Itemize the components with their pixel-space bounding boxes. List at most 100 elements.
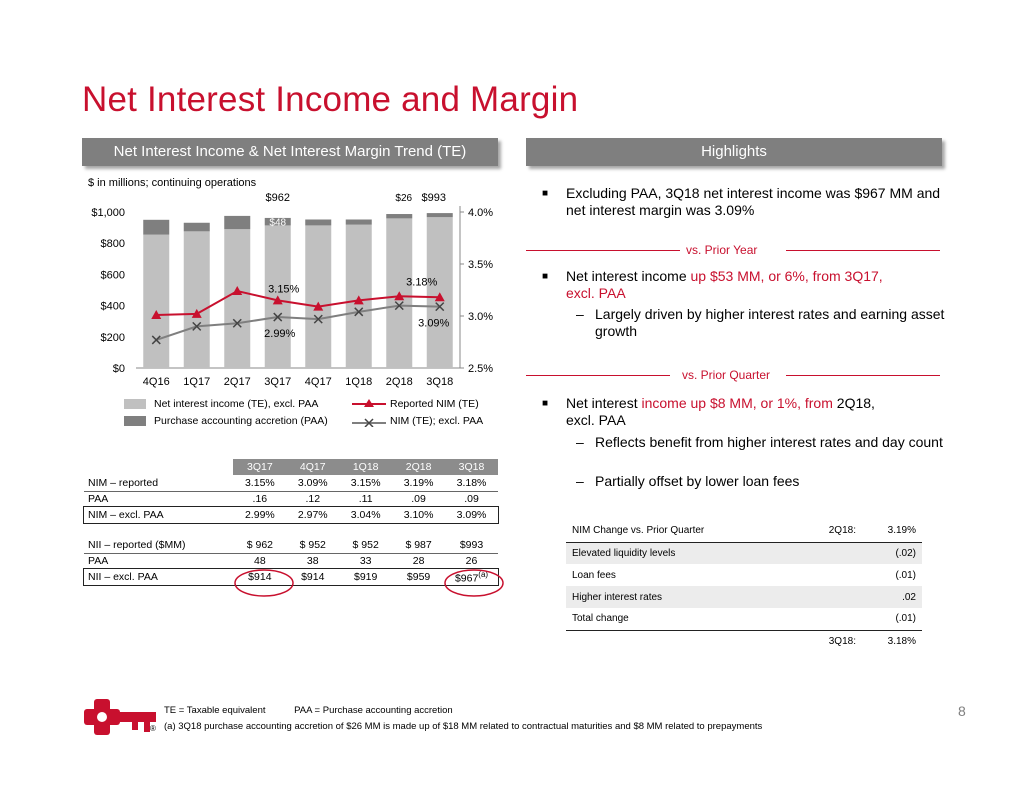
nim-change-label: Higher interest rates [566, 586, 792, 608]
data-label-993: $993 [422, 192, 446, 204]
highlight-text: Net interest income up $8 MM, or 1%, fro… [566, 395, 942, 429]
table-header-blank [84, 459, 234, 475]
legend-nii: Net interest income (TE), excl. PAA [124, 398, 318, 410]
nim-change-start-label: 2Q18: [792, 520, 862, 543]
table-cell: .11 [358, 493, 373, 506]
divider-right [786, 375, 940, 376]
table-cell: .09 [411, 493, 426, 506]
bar-paa [264, 217, 291, 226]
data-label-962: $962 [266, 192, 290, 204]
nim-change-row: Loan fees (.01) [566, 564, 922, 586]
bar-paa [183, 222, 210, 232]
marker-nim-excl-paa [435, 302, 445, 312]
key-logo-icon [84, 699, 156, 735]
table-cell: $959 [406, 571, 431, 583]
data-label-26: $26 [395, 193, 412, 204]
table-col-header: 3Q18 [445, 459, 498, 475]
table-header-row: 3Q17 4Q17 1Q18 2Q18 3Q18 [84, 459, 498, 475]
highlight-sub-3: – Partially offset by lower loan fees [576, 473, 946, 490]
highlight-sub-1: – Largely driven by higher interest rate… [576, 306, 946, 340]
table-row-label: NIM – excl. PAA [88, 509, 164, 521]
bullet-mark: ■ [542, 271, 549, 282]
left-axis-tick: $600 [101, 269, 125, 281]
table-cell: 38 [306, 555, 319, 568]
x-axis-tick: 4Q16 [143, 376, 170, 388]
table-row: PAA 48 38 33 28 26 [84, 553, 498, 569]
highlight-sub-text: Reflects benefit from higher interest ra… [595, 434, 943, 450]
nim-change-header: NIM Change vs. Prior Quarter [566, 520, 792, 543]
table-cell: .09 [464, 493, 479, 506]
x-axis-tick: 1Q18 [345, 376, 372, 388]
table-cell: 26 [465, 555, 478, 568]
highlight-text-red: excl. PAA [566, 285, 626, 301]
table-col-header: 1Q18 [339, 459, 393, 475]
bar-paa [224, 215, 251, 230]
x-axis-tick: 4Q17 [305, 376, 332, 388]
nim-change-value: (.02) [862, 542, 922, 564]
table-cell: 3.15% [339, 475, 393, 492]
marker-nim-excl-paa [354, 307, 364, 317]
highlight-text: Excluding PAA, 3Q18 net interest income … [566, 185, 941, 218]
nim-change-header-row: NIM Change vs. Prior Quarter 2Q18: 3.19% [566, 520, 922, 543]
table-col-header: 2Q18 [392, 459, 446, 475]
bar-paa [426, 213, 453, 218]
highlight-bullet-3: ■ Net interest income up $8 MM, or 1%, f… [542, 395, 942, 429]
right-axis-tick: 4.0% [468, 207, 493, 219]
registered-mark: ® [150, 724, 156, 733]
table-cell: .12 [305, 493, 321, 506]
nim-change-end-row: 3Q18: 3.18% [566, 630, 922, 652]
highlight-text: Net interest income up $53 MM, or 6%, fr… [566, 268, 942, 302]
bullet-mark: ■ [542, 398, 549, 409]
data-label-nim-318: 3.18% [406, 276, 437, 288]
bar-nii-excl-paa [183, 231, 210, 368]
data-label-nim-299: 2.99% [264, 328, 295, 340]
legend-label-excl: NIM (TE); excl. PAA [390, 415, 484, 427]
table-cell: $919 [353, 571, 378, 583]
legend-label-reported: Reported NIM (TE) [390, 398, 479, 410]
marker-nim-excl-paa [313, 314, 323, 324]
left-axis-tick: $800 [101, 238, 125, 250]
x-axis-tick: 3Q18 [426, 376, 453, 388]
x-axis-tick: 2Q17 [224, 376, 251, 388]
legend-marker-reported [352, 399, 386, 408]
nim-change-value: (.01) [895, 569, 916, 581]
table-cell: $967(a) [445, 569, 498, 585]
x-axis-tick: 1Q17 [183, 376, 210, 388]
divider-left [526, 375, 670, 376]
table-row-label: PAA [88, 555, 109, 568]
legend-excl-nim: NIM (TE); excl. PAA [352, 415, 484, 428]
right-axis-tick: 2.5% [468, 363, 493, 375]
footer-te-note: TE = Taxable equivalent [164, 705, 266, 716]
table-cell-value: $967 [454, 572, 479, 585]
page-title: Net Interest Income and Margin [82, 80, 579, 119]
marker-reported-nim [151, 309, 162, 319]
table-col-header: 4Q17 [286, 459, 340, 475]
highlight-sub-text: Partially offset by lower loan fees [595, 473, 800, 489]
data-label-48: $48 [269, 218, 286, 229]
table-cell: 3.09% [286, 475, 340, 492]
table-cell: 3.09% [456, 509, 487, 521]
marker-reported-nim [313, 301, 324, 311]
circle-annotation-3q18 [444, 569, 504, 597]
bar-paa [345, 219, 372, 225]
x-axis-tick: 3Q17 [264, 376, 291, 388]
dash-mark: – [576, 473, 584, 489]
page-number: 8 [958, 703, 966, 719]
table-cell: .16 [252, 493, 268, 506]
vs-prior-quarter-label: vs. Prior Quarter [682, 368, 771, 382]
highlight-text-part: Net interest income [566, 268, 687, 284]
table-cell: $914 [248, 571, 272, 583]
highlight-text-part: excl. PAA [566, 412, 626, 428]
bar-paa [386, 214, 413, 219]
line-reported-nim [156, 289, 440, 316]
table-cell: 48 [254, 555, 266, 568]
table-row-highlight: NIM – excl. PAA 2.99% 2.97% 3.04% 3.10% … [83, 506, 499, 524]
nim-change-label: Elevated liquidity levels [566, 542, 792, 564]
bullet-mark: ■ [542, 188, 549, 199]
nim-change-end-label: 3Q18: [828, 635, 856, 647]
table-cell: $ 952 [339, 537, 393, 554]
vs-prior-year-label: vs. Prior Year [686, 243, 758, 257]
nim-change-row: Higher interest rates .02 [566, 586, 922, 608]
highlight-text-red: income up $8 MM, or 1%, from [637, 395, 837, 411]
